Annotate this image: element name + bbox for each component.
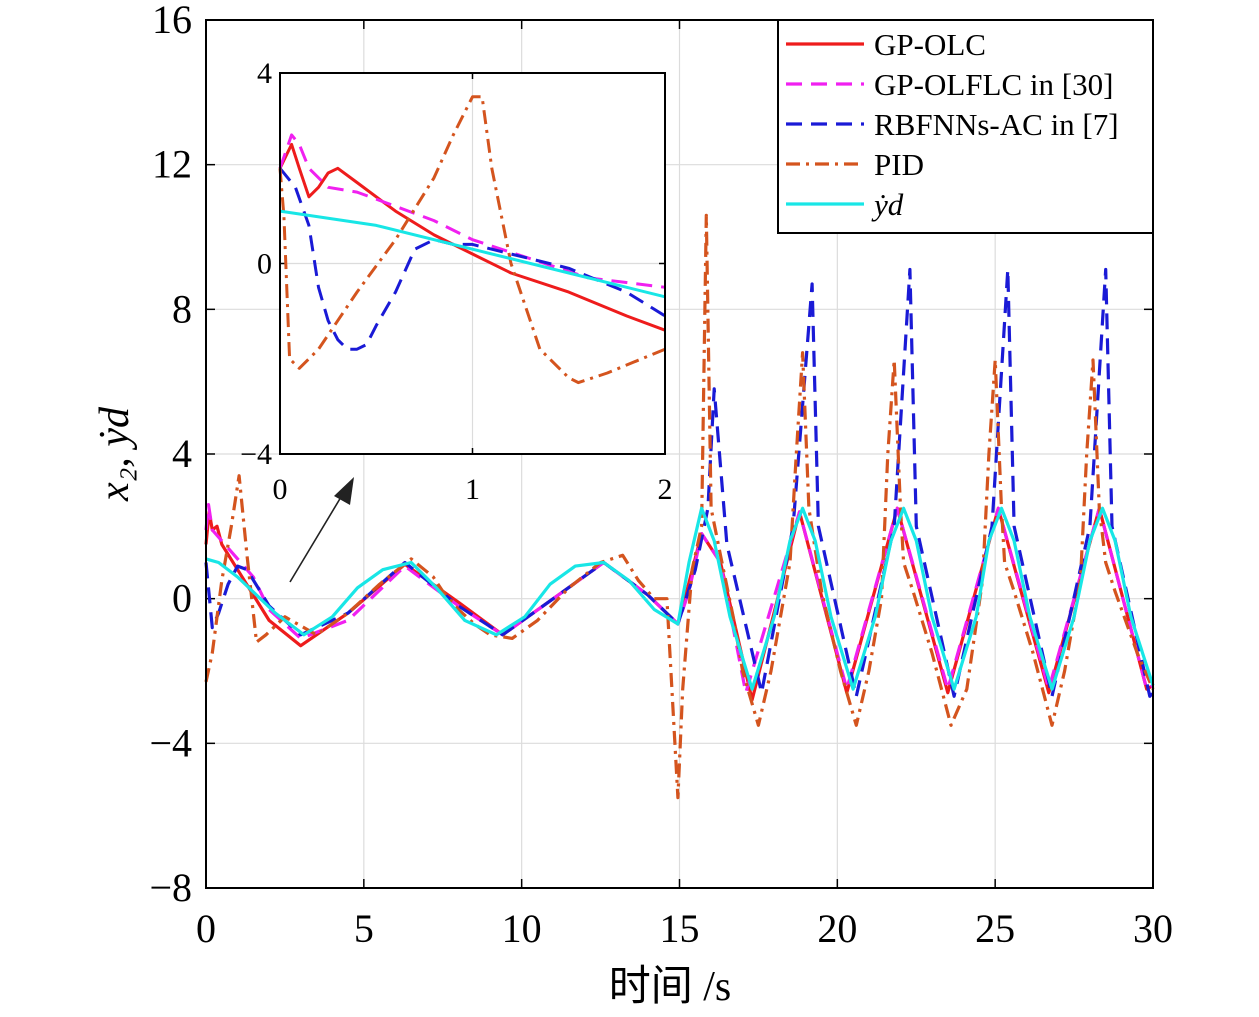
x-tick-label: 0 bbox=[196, 906, 216, 951]
legend-box bbox=[777, 19, 1154, 234]
y-tick-labels: −8 −4 0 4 8 12 16 bbox=[149, 0, 192, 910]
x-tick-label: 5 bbox=[354, 906, 374, 951]
x-tick-label: 20 bbox=[817, 906, 857, 951]
inset-y-tick-label: −4 bbox=[240, 438, 272, 471]
inset-y-tick-label: 4 bbox=[257, 57, 272, 90]
y-tick-label: −4 bbox=[149, 720, 192, 765]
inset-y-tick-labels: −4 0 4 bbox=[240, 57, 272, 471]
inset-series-line bbox=[278, 142, 666, 332]
inset-y-tick-label: 0 bbox=[257, 248, 272, 281]
inset-x-tick-labels: 0 1 2 bbox=[273, 473, 673, 506]
series-line bbox=[204, 503, 1154, 695]
inset-series-line bbox=[278, 167, 666, 351]
inset-x-tick-label: 1 bbox=[465, 473, 480, 506]
inset-pointer-arrow bbox=[289, 477, 354, 583]
inset-series-group bbox=[278, 95, 666, 385]
x-tick-label: 10 bbox=[502, 906, 542, 951]
y-tick-label: 0 bbox=[172, 576, 192, 621]
inset-series-line bbox=[278, 95, 666, 385]
legend-label: GP-OLFLC in [30] bbox=[874, 67, 1113, 102]
y-axis-label: x₂, ẏd bbox=[92, 406, 138, 502]
y-tick-label: 8 bbox=[172, 286, 192, 331]
legend-label: RBFNNs-AC in [7] bbox=[874, 107, 1119, 142]
series-line bbox=[205, 506, 1155, 691]
x-axis-label: 时间 /s bbox=[609, 964, 732, 1010]
inset-plot-frame bbox=[279, 72, 666, 455]
main-series-group bbox=[204, 213, 1155, 800]
legend: GP-OLC GP-OLFLC in [30] RBFNNs-AC in [7] PI… bbox=[777, 19, 1154, 234]
x-tick-labels: 0 5 10 15 20 25 30 bbox=[196, 906, 1173, 951]
y-tick-label: 12 bbox=[152, 142, 192, 187]
legend-label: PID bbox=[874, 147, 924, 182]
main-plot-frame bbox=[205, 19, 1154, 889]
y-axis-label-text: x₂, ẏd bbox=[92, 406, 138, 502]
y-tick-label: 16 bbox=[152, 0, 192, 42]
x-tick-label: 25 bbox=[975, 906, 1015, 951]
series-line bbox=[204, 267, 1155, 698]
legend-items: GP-OLC GP-OLFLC in [30] RBFNNs-AC in [7] PI… bbox=[786, 27, 1119, 222]
x-tick-label: 30 bbox=[1133, 906, 1173, 951]
x-axis-label-text: 时间 /s bbox=[609, 964, 732, 1010]
y-tick-label: 4 bbox=[172, 431, 192, 476]
legend-label: GP-OLC bbox=[874, 27, 986, 62]
inset-x-tick-label: 2 bbox=[658, 473, 673, 506]
inset-x-tick-label: 0 bbox=[273, 473, 288, 506]
series-line bbox=[204, 213, 1155, 800]
x-tick-label: 15 bbox=[660, 906, 700, 951]
legend-label: ẏd bbox=[871, 187, 904, 222]
inset-series-line bbox=[279, 209, 666, 299]
y-tick-label: −8 bbox=[149, 865, 192, 910]
